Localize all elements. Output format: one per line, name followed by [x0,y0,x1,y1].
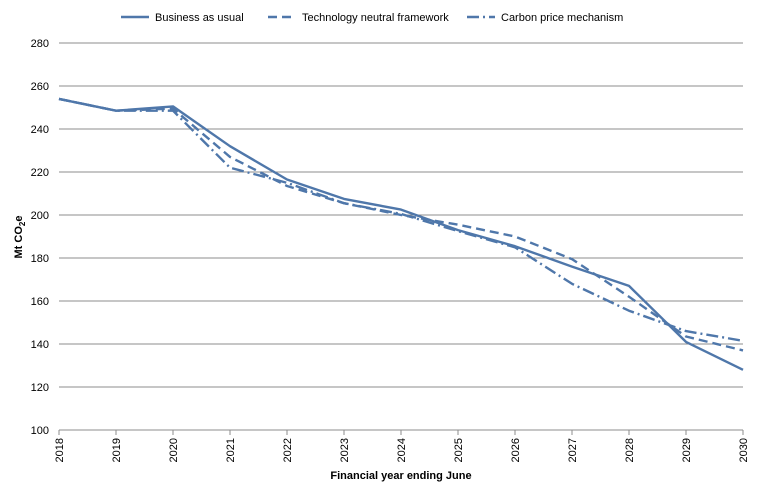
y-tick-label: 180 [31,253,49,265]
y-tick-label: 120 [31,382,49,394]
x-tick-label: 2030 [738,438,750,462]
x-tick-label: 2018 [54,438,66,462]
legend-label: Business as usual [155,12,244,24]
y-tick-label: 260 [31,81,49,93]
x-axis-title: Financial year ending June [330,470,471,482]
y-tick-label: 220 [31,167,49,179]
x-tick-label: 2027 [567,438,579,462]
y-tick-label: 160 [31,296,49,308]
legend-label: Carbon price mechanism [501,12,623,24]
x-tick-label: 2020 [168,438,180,462]
gridlines [59,42,743,431]
y-tick-label: 140 [31,339,49,351]
x-tick-label: 2026 [510,438,522,462]
series-lines [58,97,744,371]
y-tick-label: 100 [31,425,49,437]
x-tick-label: 2022 [282,438,294,462]
x-tick-label: 2028 [624,438,636,462]
legend-label: Technology neutral framework [302,12,449,24]
x-tick-label: 2023 [339,438,351,462]
x-tick-label: 2025 [453,438,465,462]
x-tick-label: 2024 [396,438,408,462]
y-axis-title: Mt CO2e [13,216,27,259]
x-axis-ticks: 2018 2019 2020 2021 2022 2023 2024 2025 2026 2027… [54,430,750,462]
series-line-carbon-price-mechanism [58,97,744,342]
y-tick-label: 200 [31,210,49,222]
x-tick-label: 2019 [111,438,123,462]
y-tick-label: 240 [31,124,49,136]
x-tick-label: 2021 [225,438,237,462]
legend: Business as usual Technology neutral fram… [121,12,623,24]
y-axis-ticks: 100 120 140 160 180 200 220 240 260 280 [31,38,49,437]
series-line-technology-neutral-framework [58,97,744,352]
y-tick-label: 280 [31,38,49,50]
x-tick-label: 2029 [681,438,693,462]
series-line-business-as-usual [58,97,744,371]
